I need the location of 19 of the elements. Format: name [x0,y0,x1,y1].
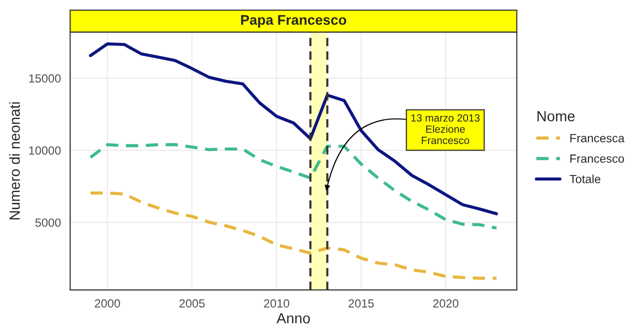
y-tick-label: 15000 [29,74,61,83]
x-tick-label: 2015 [348,299,374,308]
legend-label: Totale [570,174,600,184]
line-series [88,42,498,216]
x-tick-label: 2005 [179,299,205,308]
x-tick-label: 2000 [94,299,120,308]
y-tick-label: 10000 [29,146,61,155]
x-tick-label: 2010 [264,299,290,308]
legend-label: Francesca [570,134,625,142]
x-tick-label: 2020 [433,299,458,308]
y-axis-title: Numero di neonati [9,102,20,220]
legend-label: Francesco [570,154,624,163]
y-tick-label: 5000 [35,218,61,227]
chart-title: Papa Francesco [241,15,346,28]
x-axis-title: Anno [276,313,310,324]
line-series [88,143,498,230]
line-series [88,191,498,280]
annotation: 13 marzo 2013 Elezione Francesco [411,114,480,144]
legend-title: Nome [538,111,575,122]
